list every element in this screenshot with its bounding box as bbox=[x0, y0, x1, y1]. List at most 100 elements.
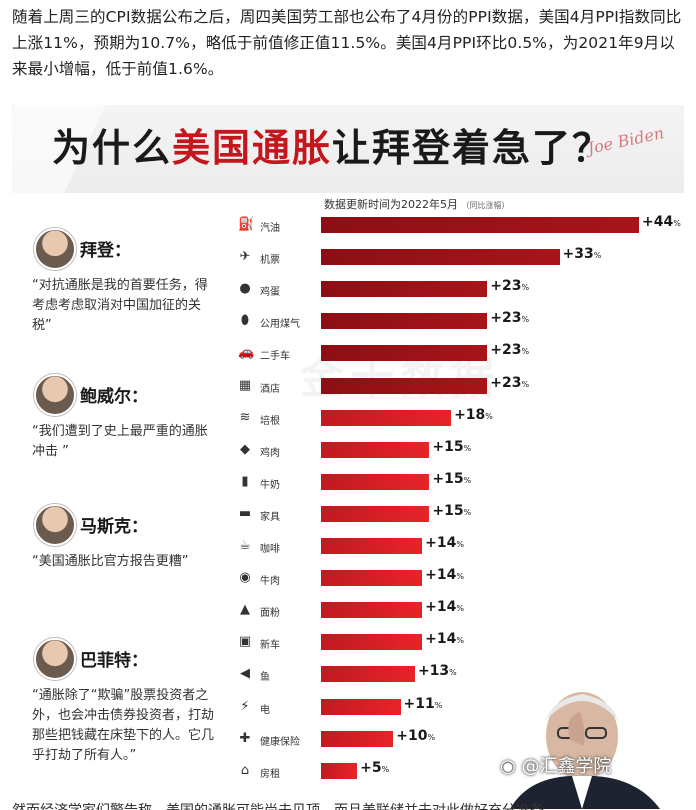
person-name: 鲍威尔： bbox=[80, 387, 148, 407]
value-label: +23% bbox=[490, 342, 530, 359]
category-label: 牛肉 bbox=[260, 576, 280, 588]
bar-row: ▬ 家具 +15% bbox=[230, 499, 690, 531]
fuel-icon: ⛽ bbox=[238, 217, 255, 232]
avatar bbox=[34, 638, 76, 680]
flour-icon: ▲ bbox=[240, 602, 250, 618]
value-label: +15% bbox=[432, 502, 472, 519]
value-label: +18% bbox=[454, 406, 493, 423]
person-quote: “我们遭到了史上最严重的通胀冲击 ” bbox=[32, 424, 208, 459]
bar-row: ▣ 新车 +14% bbox=[230, 627, 690, 659]
bar-row: ⌂ 房租 +5% bbox=[230, 756, 690, 788]
bar-row: ⛽ 汽油 +44% bbox=[230, 210, 690, 242]
category-label: 家具 bbox=[260, 511, 280, 523]
beef-icon: ◉ bbox=[239, 570, 251, 586]
house-icon: ⌂ bbox=[240, 762, 250, 778]
bar-row: ◆ 鸡肉 +15% bbox=[230, 435, 690, 467]
category-label: 二手车 bbox=[260, 351, 290, 363]
category-label: 培根 bbox=[260, 415, 280, 427]
value-label: +14% bbox=[425, 631, 464, 648]
avatar bbox=[34, 228, 76, 270]
value-label: +33% bbox=[562, 246, 602, 263]
milk-icon: ▮ bbox=[241, 473, 249, 489]
watermark: ◉ @汇鑫学院 bbox=[500, 752, 611, 778]
plane-icon: ✈ bbox=[239, 249, 251, 265]
subtitle-note: （同比涨幅） bbox=[461, 201, 510, 210]
value-label: +23% bbox=[490, 310, 530, 327]
category-label: 咖啡 bbox=[260, 544, 280, 555]
category-label: 面粉 bbox=[260, 608, 280, 620]
value-label: +10% bbox=[396, 727, 436, 744]
bar bbox=[321, 634, 423, 651]
watermark-text: @汇鑫学院 bbox=[521, 756, 612, 777]
value-label: +44% bbox=[642, 214, 681, 230]
bar bbox=[321, 441, 430, 458]
bar-row: ☕ 咖啡 +14% bbox=[230, 531, 690, 563]
category-label: 汽油 bbox=[260, 223, 280, 234]
person-name: 巴菲特： bbox=[80, 651, 148, 671]
fish-icon: ◀ bbox=[240, 666, 250, 682]
category-label: 鸡肉 bbox=[260, 447, 280, 459]
avatar bbox=[34, 504, 76, 546]
value-label: +15% bbox=[432, 470, 472, 487]
intro-paragraph: 随着上周三的CPI数据公布之后，周四美国劳工部也公布了4月份的PPI数据，美国4… bbox=[12, 8, 682, 78]
biden-photo-graphic bbox=[510, 692, 660, 809]
bar bbox=[321, 473, 430, 490]
bar-row: ▦ 酒店 +23% bbox=[230, 371, 690, 403]
bar bbox=[321, 281, 488, 298]
person-quote: “对抗通胀是我的首要任务，得考虑考虑取消对中国加征的关税” bbox=[32, 278, 208, 333]
bar-row: ⚡ 电 +11% bbox=[230, 692, 690, 724]
bar bbox=[321, 762, 358, 779]
biden-photo bbox=[500, 676, 690, 809]
bar bbox=[321, 377, 488, 394]
chicken-icon: ◆ bbox=[240, 441, 250, 457]
category-label: 健康保险 bbox=[260, 736, 300, 748]
bar bbox=[321, 602, 423, 619]
health-icon: ✚ bbox=[239, 730, 251, 746]
title-part-2: 美国通胀 bbox=[172, 126, 333, 170]
bar-row: ● 鸡蛋 +23% bbox=[230, 274, 690, 306]
category-label: 酒店 bbox=[260, 383, 280, 395]
bar bbox=[321, 570, 423, 587]
value-label: +15% bbox=[432, 438, 472, 455]
category-label: 新车 bbox=[260, 640, 280, 652]
person-quote: “通胀除了“欺骗”股票投资者之外，也会冲击债券投资者，打劫那些把钱藏在床垫下的人… bbox=[32, 688, 215, 763]
bar bbox=[321, 249, 560, 266]
coffee-icon: ☕ bbox=[239, 538, 251, 553]
bar-row: ✚ 健康保险 +10% bbox=[230, 724, 690, 756]
bar-row: ✈ 机票 +33% bbox=[230, 242, 690, 274]
category-label: 房租 bbox=[260, 768, 280, 780]
egg-icon: ● bbox=[239, 281, 251, 297]
category-label: 机票 bbox=[260, 255, 280, 267]
bacon-icon: ≋ bbox=[239, 409, 251, 425]
subtitle-text: 数据更新时间为2022年5月 bbox=[324, 198, 458, 211]
title-part-1: 为什么 bbox=[52, 126, 173, 170]
value-label: +23% bbox=[490, 278, 530, 295]
chart-subtitle: 数据更新时间为2022年5月 （同比涨幅） bbox=[324, 196, 510, 212]
category-label: 牛奶 bbox=[260, 479, 280, 491]
category-label: 鱼 bbox=[260, 672, 270, 684]
bar bbox=[321, 217, 639, 233]
value-label: +14% bbox=[425, 567, 464, 584]
value-label: +11% bbox=[403, 695, 443, 712]
weibo-icon: ◉ bbox=[500, 756, 522, 777]
value-label: +14% bbox=[425, 599, 464, 616]
title-part-3: 让拜登着急了？ bbox=[332, 126, 613, 170]
bar-row: ▮ 牛奶 +15% bbox=[230, 467, 690, 499]
infographic-title: 为什么美国通胀让拜登着急了？ bbox=[52, 117, 612, 172]
bar bbox=[321, 345, 488, 362]
new-car-icon: ▣ bbox=[238, 634, 252, 650]
hotel-icon: ▦ bbox=[238, 377, 252, 393]
avatar bbox=[34, 374, 76, 416]
person-quote: “美国通胀比官方报告更糟” bbox=[32, 554, 189, 569]
person-name: 拜登： bbox=[80, 241, 131, 261]
bar-row: ◉ 牛肉 +14% bbox=[230, 563, 690, 595]
value-label: +13% bbox=[417, 663, 457, 680]
bar bbox=[321, 313, 488, 330]
sofa-icon: ▬ bbox=[238, 505, 252, 521]
cut-off-text: 然而经济学家们警告称，美国的通胀可能尚未见顶，而且美联储并未对此做好充分准备…… bbox=[12, 798, 572, 810]
bar bbox=[321, 698, 401, 715]
bar bbox=[321, 666, 415, 683]
bar-row: ⬮ 公用煤气 +23% bbox=[230, 306, 690, 338]
category-label: 鸡蛋 bbox=[260, 287, 280, 299]
bar bbox=[321, 538, 423, 554]
